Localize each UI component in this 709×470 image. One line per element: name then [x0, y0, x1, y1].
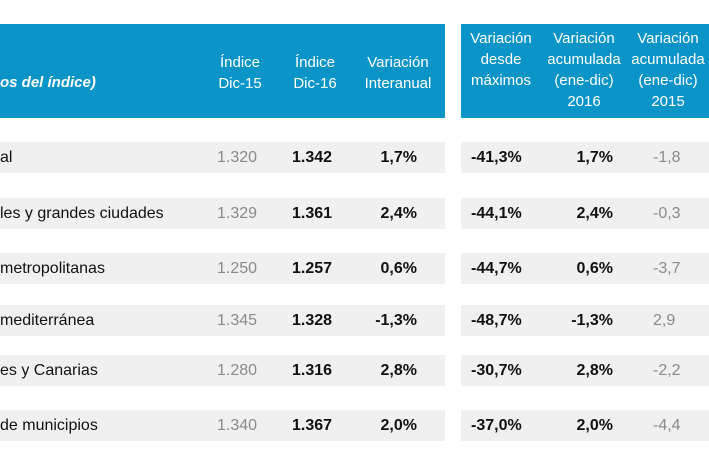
row-name: al	[0, 149, 13, 166]
cell-dic15: 1.329	[217, 205, 258, 222]
table-row: es y Canarias 1.280 1.316 2,8%	[0, 355, 445, 386]
cell-dic16: 1.367	[292, 417, 333, 434]
cell-dic16: 1.328	[292, 312, 333, 329]
table-row-right: -44,1% 2,4% -0,3	[461, 198, 709, 229]
table-header-left: os del índice) Índice Dic-15 Índice Dic-…	[0, 24, 445, 118]
cell-dic16: 1.361	[292, 205, 333, 222]
cell-interanual: 2,8%	[380, 362, 417, 379]
cell-interanual: 2,4%	[380, 205, 417, 222]
row-name: es y Canarias	[0, 362, 98, 379]
col-header-interanual: Variación Interanual	[364, 54, 432, 92]
col-header-dic15: Índice Dic-15	[218, 54, 262, 92]
cell-acum2015: 2,9	[653, 312, 676, 329]
cell-acum2015: -1,8	[653, 149, 681, 166]
cell-acum2016: -1,3%	[571, 312, 613, 329]
cell-dic15: 1.340	[217, 417, 258, 434]
row-name: les y grandes ciudades	[0, 205, 164, 222]
cell-maximos: -30,7%	[471, 362, 522, 379]
cell-dic15: 1.280	[217, 362, 258, 379]
cell-dic16: 1.342	[292, 149, 333, 166]
table-header-right: Variación desde máximos Variación acumul…	[461, 24, 709, 118]
table-row: les y grandes ciudades 1.329 1.361 2,4%	[0, 198, 445, 229]
table-row-right: -30,7% 2,8% -2,2	[461, 355, 709, 386]
table-row-right: -41,3% 1,7% -1,8	[461, 142, 709, 173]
table-row: de municipios 1.340 1.367 2,0%	[0, 410, 445, 441]
table-row: al 1.320 1.342 1,7%	[0, 142, 445, 173]
cell-acum2016: 2,8%	[576, 362, 613, 379]
table-row-right: -48,7% -1,3% 2,9	[461, 305, 709, 336]
cell-acum2015: -0,3	[653, 205, 681, 222]
cell-maximos: -44,7%	[471, 260, 522, 277]
cell-maximos: -48,7%	[471, 312, 522, 329]
cell-interanual: 1,7%	[380, 149, 417, 166]
cell-maximos: -44,1%	[471, 205, 522, 222]
cell-maximos: -41,3%	[471, 149, 522, 166]
cell-dic15: 1.250	[217, 260, 258, 277]
cell-acum2016: 2,4%	[576, 205, 613, 222]
cell-maximos: -37,0%	[471, 417, 522, 434]
table-row-right: -37,0% 2,0% -4,4	[461, 410, 709, 441]
row-name: mediterránea	[0, 312, 95, 329]
cell-dic15: 1.345	[217, 312, 258, 329]
cell-interanual: -1,3%	[375, 312, 417, 329]
cell-interanual: 0,6%	[380, 260, 417, 277]
cell-dic15: 1.320	[217, 149, 258, 166]
col-header-dic16: Índice Dic-16	[293, 54, 337, 92]
row-name: metropolitanas	[0, 260, 105, 277]
cell-acum2015: -2,2	[653, 362, 681, 379]
table-row: metropolitanas 1.250 1.257 0,6%	[0, 253, 445, 284]
table-row-right: -44,7% 0,6% -3,7	[461, 253, 709, 284]
cell-acum2015: -3,7	[653, 260, 681, 277]
table-row: mediterránea 1.345 1.328 -1,3%	[0, 305, 445, 336]
cell-dic16: 1.316	[292, 362, 333, 379]
col-header-acum2016: Variación acumulada (ene-dic) 2016	[547, 30, 621, 110]
col-header-acum2015: Variación acumulada (ene-dic) 2015	[631, 30, 705, 110]
cell-acum2016: 1,7%	[576, 149, 613, 166]
cell-acum2016: 2,0%	[576, 417, 613, 434]
cell-acum2015: -4,4	[653, 417, 681, 434]
cell-dic16: 1.257	[292, 260, 333, 277]
cell-interanual: 2,0%	[380, 417, 417, 434]
cell-acum2016: 0,6%	[576, 260, 613, 277]
col-header-maximos: Variación desde máximos	[470, 30, 532, 89]
row-name: de municipios	[0, 417, 98, 434]
header-title: os del índice)	[0, 74, 96, 91]
